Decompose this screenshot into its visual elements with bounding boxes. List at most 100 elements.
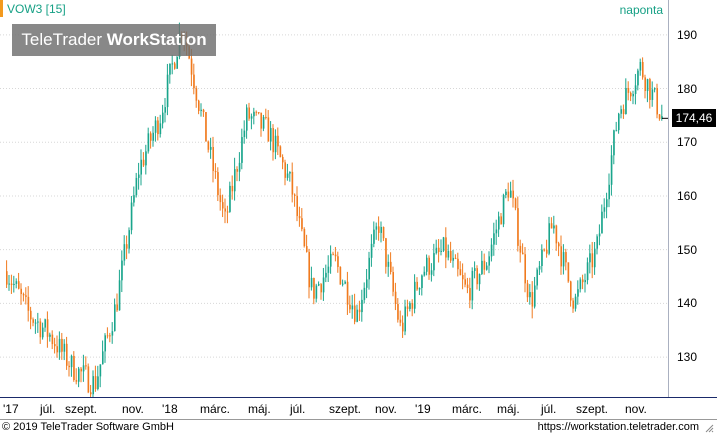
candle — [118, 269, 121, 311]
candle — [226, 205, 229, 224]
candle — [322, 267, 325, 301]
price-axis[interactable] — [669, 0, 717, 397]
candle — [358, 300, 361, 322]
candle — [42, 322, 44, 340]
candle — [476, 265, 478, 290]
candle — [229, 181, 231, 213]
candle — [577, 280, 579, 305]
candle — [219, 188, 222, 211]
candle — [349, 295, 351, 314]
candle — [22, 292, 25, 302]
candle — [97, 365, 99, 391]
x-tick-label: máj. — [248, 402, 271, 416]
candle — [291, 162, 294, 203]
candle — [25, 287, 27, 305]
y-tick-label: 190 — [677, 27, 698, 42]
candle — [176, 55, 178, 69]
x-tick-label: márc. — [452, 402, 482, 416]
candle — [310, 266, 313, 291]
last-price-label: 174,46 — [672, 109, 716, 128]
price-chart[interactable] — [0, 0, 668, 397]
candle — [334, 246, 337, 262]
candle — [94, 365, 97, 392]
candle — [315, 283, 318, 303]
interval-label[interactable]: naponta — [619, 3, 663, 17]
candle — [474, 261, 476, 279]
candle — [202, 108, 205, 117]
website-url[interactable]: https://workstation.teletrader.com — [537, 421, 699, 433]
candle — [570, 280, 572, 307]
x-tick-label: nov. — [375, 402, 397, 416]
candle — [404, 299, 406, 336]
candle — [548, 216, 550, 256]
candle — [507, 182, 510, 202]
candle — [339, 266, 342, 286]
candle — [166, 63, 169, 116]
candle — [298, 206, 301, 227]
candle — [234, 157, 236, 201]
candle — [325, 264, 327, 283]
candle — [459, 261, 462, 276]
candle — [330, 245, 332, 274]
chart-plot-area[interactable] — [0, 0, 669, 397]
candle — [198, 99, 200, 115]
candle — [157, 116, 159, 141]
candle — [366, 268, 368, 299]
candle — [159, 114, 162, 138]
candle — [414, 274, 416, 314]
candle — [116, 293, 118, 312]
candle — [402, 315, 404, 338]
candle — [174, 61, 176, 70]
candle — [500, 213, 502, 225]
candle — [308, 248, 310, 299]
x-tick-label: júl. — [290, 402, 306, 416]
candle — [483, 253, 486, 275]
candle — [123, 235, 126, 266]
candle — [262, 114, 265, 132]
candle — [541, 244, 543, 273]
candle — [102, 340, 104, 365]
candle — [20, 283, 22, 305]
candle — [526, 279, 529, 303]
candle — [214, 163, 217, 179]
candle — [255, 110, 258, 116]
x-tick-label: szept. — [329, 402, 362, 416]
candle — [258, 112, 260, 115]
x-tick-label: '19 — [415, 402, 431, 416]
candle — [193, 63, 195, 95]
candle — [18, 272, 20, 290]
candle — [555, 224, 558, 251]
x-tick-label: nov. — [122, 402, 144, 416]
candle — [445, 227, 447, 269]
candle — [46, 311, 49, 348]
candle — [265, 108, 267, 120]
candle — [200, 103, 202, 117]
candle — [195, 85, 198, 108]
candle — [210, 137, 212, 159]
candle — [260, 112, 262, 137]
candle — [106, 327, 109, 339]
x-tick-label: máj. — [497, 402, 520, 416]
candle — [147, 127, 150, 154]
candle — [370, 234, 373, 267]
candle — [514, 197, 517, 211]
candle — [63, 339, 66, 361]
candle — [625, 78, 627, 115]
candle — [493, 222, 495, 256]
resize-grip-icon[interactable] — [704, 423, 714, 433]
candle — [126, 235, 128, 260]
candle — [351, 294, 354, 319]
candle — [373, 221, 375, 248]
candle — [560, 235, 562, 275]
candle — [550, 217, 553, 229]
candle — [586, 257, 589, 285]
candle — [274, 129, 277, 160]
symbol-label[interactable]: VOW3 [15] — [7, 1, 66, 16]
candle — [327, 255, 330, 282]
watermark-product: WorkStation — [106, 30, 207, 49]
candle — [289, 171, 291, 182]
candle — [332, 251, 334, 256]
time-axis[interactable] — [0, 397, 717, 420]
candle — [608, 173, 610, 208]
candle — [114, 298, 116, 332]
